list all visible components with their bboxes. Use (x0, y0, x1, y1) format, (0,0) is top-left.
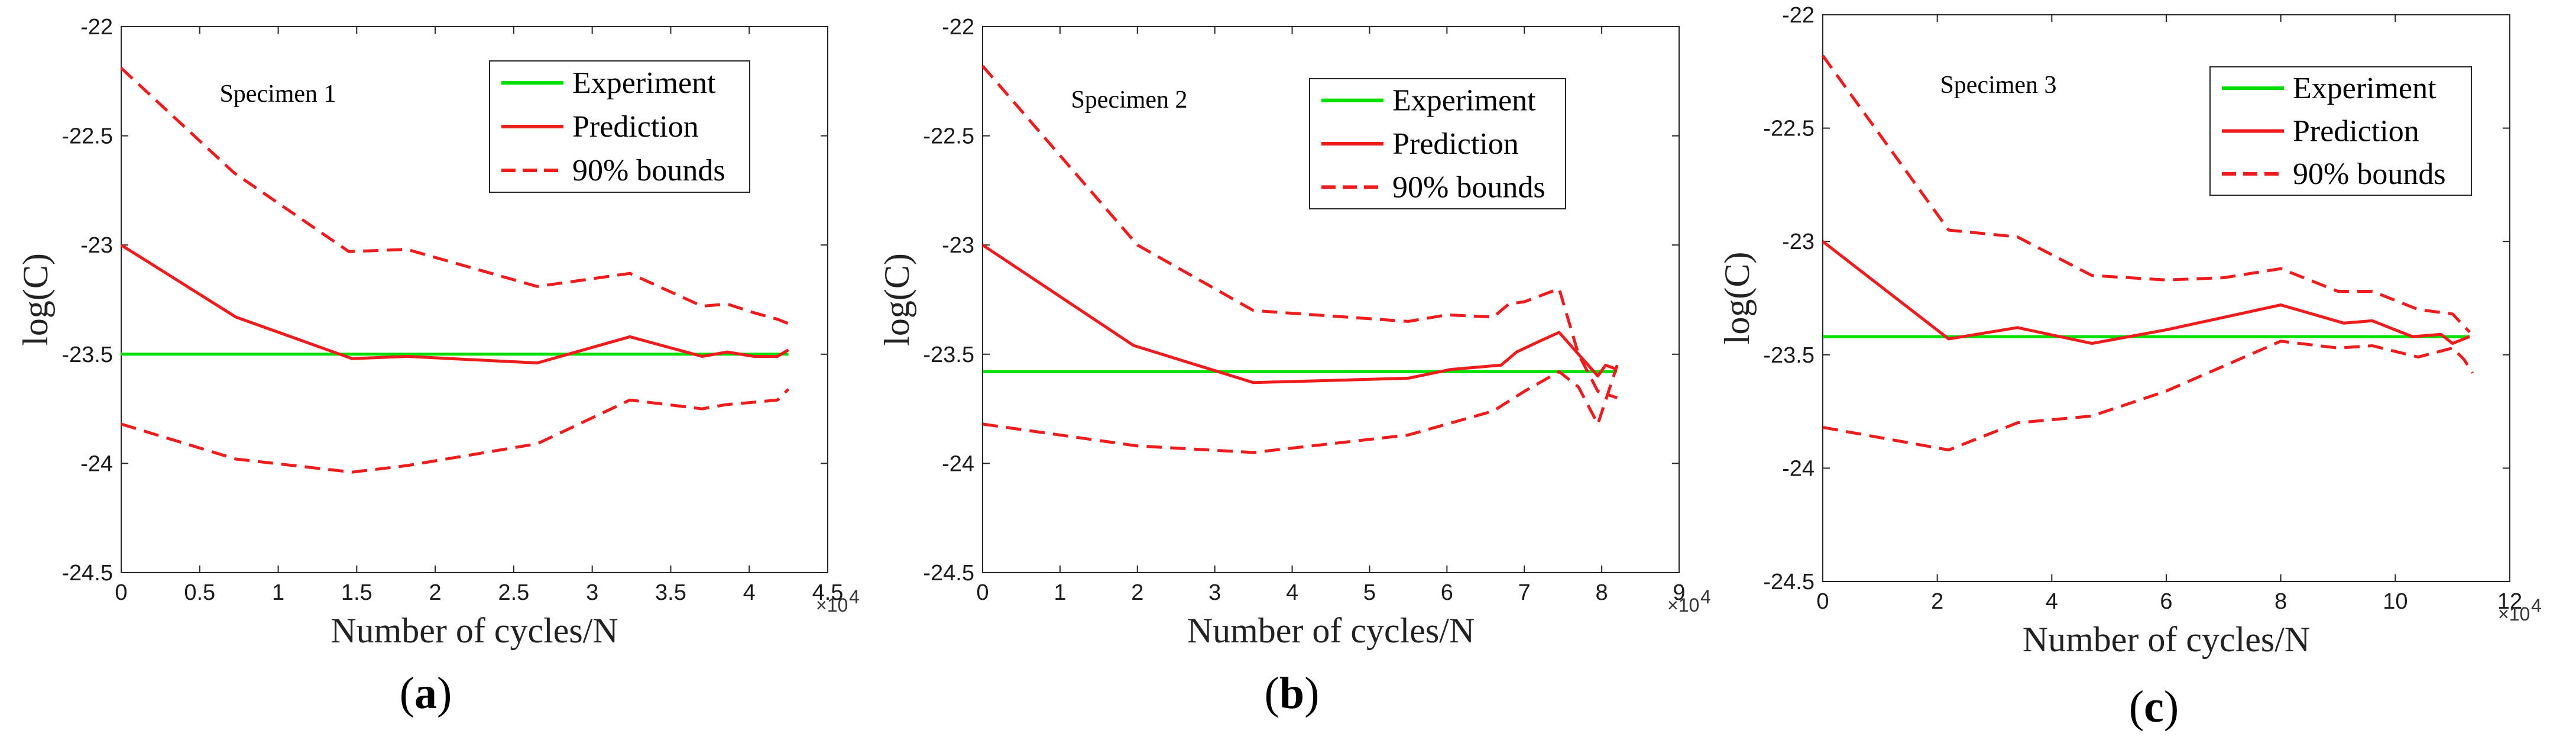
x-multiplier-exponent: 4 (2531, 595, 2542, 616)
lower-bound-line (982, 364, 1619, 454)
x-tick-label: 1.5 (341, 580, 372, 605)
y-tick-label: -22.5 (61, 124, 113, 149)
chart-panel-a: 0 0.5 1 1.5 2 2.5 3 3.5 4 4.5-22-22.5-23-23.5-24-… (16, 15, 860, 718)
legend: Experiment Prediction 90% bounds (2209, 66, 2472, 196)
x-tick-label: 0.5 (184, 580, 215, 605)
x-tick-label: 4 (1286, 580, 1298, 605)
x-tick-label: 2.5 (498, 580, 529, 605)
y-tick-label: -24.5 (1763, 570, 1814, 594)
y-axis-label: log(C) (16, 253, 55, 346)
panel-label-letter: b (1279, 668, 1304, 718)
lower-bound-line (121, 388, 790, 474)
x-tick-label: 6 (2160, 589, 2172, 614)
specimen-annotation: Specimen 3 (1940, 72, 2056, 99)
x-tick-label: 8 (2274, 589, 2287, 614)
legend-entry-experiment: Experiment (572, 66, 716, 100)
y-tick-label: -22 (942, 15, 974, 40)
panel-label-letter: c (2144, 682, 2164, 732)
x-tick-label: 4 (2046, 589, 2058, 614)
x-tick-label: 0 (976, 580, 989, 605)
x-tick-label: 3.5 (655, 580, 686, 605)
y-tick-label: -24 (80, 451, 113, 476)
panel-label-close-paren: ) (437, 668, 452, 718)
x-tick-label: 2 (429, 580, 442, 605)
panel-label: (c) (2129, 682, 2179, 732)
legend-entry-prediction: Prediction (1392, 127, 1519, 161)
x-multiplier: ×10 (2498, 603, 2530, 625)
legend: Experiment Prediction 90% bounds (1309, 78, 1566, 209)
x-tick-label: 1 (272, 580, 284, 605)
prediction-line (1822, 240, 2471, 345)
x-tick-label: 2 (1931, 589, 1943, 614)
panel-label-open-paren: ( (400, 668, 414, 718)
y-tick-label: -23.5 (1763, 343, 1814, 368)
y-tick-label: -22 (80, 15, 113, 40)
y-tick-label: -24.5 (923, 561, 974, 586)
y-tick-label: -23.5 (61, 342, 113, 367)
y-axis-label: log(C) (1718, 252, 1757, 345)
legend-entry-prediction: Prediction (2293, 115, 2419, 148)
panel-label-open-paren: ( (2129, 682, 2144, 732)
x-multiplier-exponent: 4 (849, 586, 860, 607)
chart-panel-b: 0 1 2 3 4 5 6 7 8 9 -22 -22.5 -23 -23.5 -24 -24.5 Number… (877, 15, 1711, 718)
legend-entry-experiment: Experiment (1392, 84, 1536, 118)
x-tick-label: 3 (1208, 580, 1221, 605)
legend-entry-bounds: 90% bounds (1392, 170, 1545, 204)
x-tick-label: 5 (1363, 580, 1376, 605)
panel-label-open-paren: ( (1265, 668, 1279, 718)
y-tick-label: -23 (80, 233, 113, 258)
y-tick-label: -23 (942, 233, 974, 258)
legend: Experiment Prediction 90% bounds (489, 60, 750, 193)
legend-entry-experiment: Experiment (2293, 72, 2436, 105)
legend-entry-prediction: Prediction (572, 110, 699, 144)
y-tick-label: -23.5 (923, 342, 974, 367)
panel-label-close-paren: ) (2164, 682, 2179, 732)
x-tick-label: 8 (1596, 580, 1608, 605)
y-tick-label: -22.5 (1763, 117, 1814, 141)
upper-bound-line (981, 64, 1618, 399)
x-tick-label: 6 (1441, 580, 1453, 605)
x-tick-label: 1 (1054, 580, 1066, 605)
chart-panel-c: 0 2 4 6 8 10 12 -22 -22.5 -23 -23.5 -24 -24.5 Number … (1718, 3, 2542, 732)
panel-label-close-paren: ) (1304, 668, 1319, 718)
x-tick-label: 0 (1816, 589, 1829, 614)
y-tick-label: -24 (942, 451, 974, 476)
x-tick-label: 2 (1131, 580, 1143, 605)
legend-entry-bounds: 90% bounds (2293, 157, 2446, 191)
x-tick-label: 10 (2383, 589, 2407, 614)
upper-bound-line (120, 67, 789, 325)
x-tick-label: 9 (1673, 580, 1685, 605)
x-axis-label: Number of cycles/N (2023, 620, 2311, 659)
prediction-line (981, 244, 1618, 384)
x-tick-label: 12 (2497, 589, 2522, 614)
y-tick-label: -24.5 (61, 561, 113, 586)
x-axis-label: Number of cycles/N (1187, 611, 1475, 650)
y-tick-label: -22.5 (923, 124, 974, 149)
x-multiplier: ×10 (816, 594, 848, 616)
legend-entry-bounds: 90% bounds (572, 154, 725, 188)
x-tick-label: 3 (586, 580, 598, 605)
x-tick-label: 7 (1518, 580, 1531, 605)
x-axis-label: Number of cycles/N (330, 611, 618, 650)
prediction-line (120, 244, 789, 365)
x-multiplier-exponent: 4 (1700, 586, 1711, 607)
y-tick-label: -24 (1782, 456, 1814, 481)
x-tick-label: 0 (115, 580, 127, 605)
panel-label: (a) (400, 668, 452, 718)
y-axis-label: log(C) (877, 253, 916, 346)
y-tick-label: -23 (1782, 230, 1814, 254)
specimen-annotation: Specimen 1 (219, 80, 336, 108)
upper-bound-line (1821, 54, 2471, 334)
panel-label-letter: a (414, 668, 437, 718)
panel-label: (b) (1265, 668, 1320, 718)
x-tick-label: 4.5 (812, 580, 844, 605)
y-tick-label: -22 (1782, 3, 1814, 28)
x-tick-label: 4 (743, 580, 756, 605)
x-multiplier: ×10 (1667, 594, 1699, 616)
lower-bound-line (1822, 340, 2474, 452)
specimen-annotation: Specimen 2 (1071, 86, 1187, 114)
